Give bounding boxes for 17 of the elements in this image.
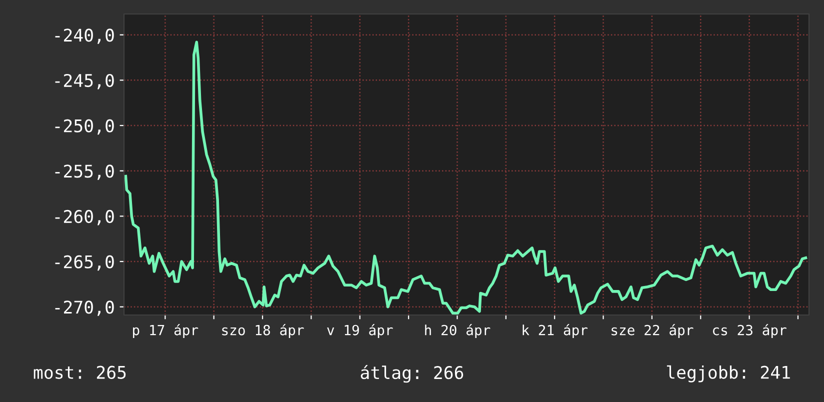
text: legjobb: 241 xyxy=(666,365,790,382)
x-tick-label: k 21 ápr xyxy=(522,324,588,338)
x-tick-label: v 19 ápr xyxy=(327,324,393,338)
x-tick-label: szo 18 ápr xyxy=(222,324,304,338)
y-tick-label: -255,0 xyxy=(55,164,114,180)
x-tick-label: sze 22 ápr xyxy=(612,324,694,338)
x-tick-label: p 17 ápr xyxy=(133,324,198,338)
y-tick-label: -265,0 xyxy=(55,255,114,271)
x-tick-label: cs 23 ápr xyxy=(712,324,786,338)
y-tick-label: -245,0 xyxy=(55,74,114,90)
y-tick-label: -270,0 xyxy=(55,300,114,316)
text: most: 265 xyxy=(34,366,126,379)
y-tick-label: -260,0 xyxy=(55,210,114,226)
x-tick-label: h 20 ápr xyxy=(425,324,490,338)
text: átlag: 266 xyxy=(360,365,464,383)
y-tick-label: -240,0 xyxy=(55,28,114,44)
y-tick-label: -250,0 xyxy=(55,119,114,135)
